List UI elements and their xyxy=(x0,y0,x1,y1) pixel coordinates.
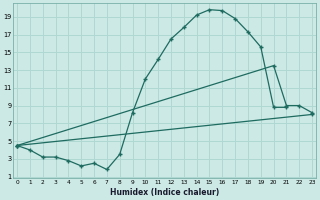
X-axis label: Humidex (Indice chaleur): Humidex (Indice chaleur) xyxy=(110,188,219,197)
